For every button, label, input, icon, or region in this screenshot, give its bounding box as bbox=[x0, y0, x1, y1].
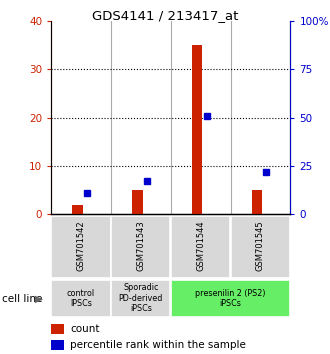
Bar bbox=[171, 280, 290, 317]
Text: GSM701545: GSM701545 bbox=[256, 220, 265, 271]
Bar bbox=[51, 216, 111, 278]
Bar bbox=[51, 340, 64, 349]
Bar bbox=[192, 45, 203, 214]
Text: percentile rank within the sample: percentile rank within the sample bbox=[70, 340, 246, 350]
Text: GDS4141 / 213417_at: GDS4141 / 213417_at bbox=[92, 9, 238, 22]
Text: ▶: ▶ bbox=[35, 294, 43, 304]
Text: Sporadic
PD-derived
iPSCs: Sporadic PD-derived iPSCs bbox=[119, 283, 163, 313]
Bar bbox=[51, 324, 64, 334]
Bar bbox=[111, 216, 171, 278]
Bar bbox=[111, 280, 171, 317]
Text: GSM701544: GSM701544 bbox=[196, 220, 205, 271]
Text: cell line: cell line bbox=[2, 294, 42, 304]
Bar bbox=[231, 216, 290, 278]
Bar bbox=[72, 205, 83, 214]
Text: GSM701543: GSM701543 bbox=[136, 220, 146, 271]
Bar bbox=[132, 190, 143, 214]
Bar bbox=[251, 190, 262, 214]
Text: control
IPSCs: control IPSCs bbox=[67, 289, 95, 308]
Bar bbox=[171, 216, 230, 278]
Text: presenilin 2 (PS2)
iPSCs: presenilin 2 (PS2) iPSCs bbox=[195, 289, 266, 308]
Text: GSM701542: GSM701542 bbox=[77, 220, 85, 271]
Text: count: count bbox=[70, 324, 100, 334]
Bar bbox=[51, 280, 111, 317]
